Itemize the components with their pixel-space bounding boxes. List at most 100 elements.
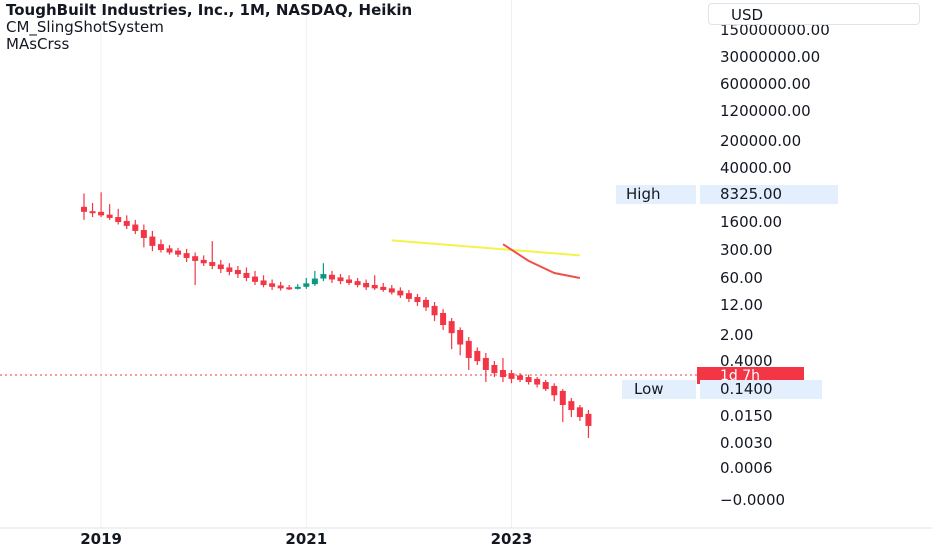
candle [499,357,506,383]
candle-body [140,229,147,238]
candle [132,219,139,235]
candle-body [482,357,489,370]
candle [89,202,96,218]
candle [81,193,87,220]
candle [234,265,241,278]
candle-body [551,385,558,396]
candle [542,379,549,391]
candle-body [423,299,429,308]
indicator-slingshot[interactable]: CM_SlingShotSystem [6,18,164,36]
candle [303,277,310,289]
candle [192,252,199,286]
price-tick-label: 6000000.00 [720,75,811,93]
high-value-bg [700,185,838,204]
candle [371,275,378,290]
candle [311,270,318,286]
low-label-bg [622,380,696,399]
candle [269,279,276,290]
candle-body [568,401,575,410]
candle-body [534,378,541,385]
price-tick-label: 60.00 [720,269,763,287]
candle-body [465,340,472,358]
candle-body [405,293,412,299]
price-tick-label: 200000.00 [720,132,801,150]
candle [294,284,301,290]
price-tick-label: 300.00 [720,241,773,259]
candle-body [474,350,481,362]
candle [175,247,182,258]
price-tick-label: 0.0030 [720,434,773,452]
candle [328,270,335,283]
candle-body [346,279,353,283]
price-tick-label: −0.0000 [720,491,785,509]
price-tick-label: 1600.00 [720,213,782,231]
candle [423,297,429,311]
candle-body [414,297,421,303]
candle [260,275,267,288]
candle [431,302,438,322]
candle-body [388,288,395,293]
candle [98,192,105,218]
candle-body [311,278,318,285]
candle [414,293,421,306]
candle [123,215,130,230]
candle-body [277,285,284,289]
candle-body [499,370,506,378]
candle-body [397,290,404,296]
high-value: 8325.00 [720,185,782,203]
candle [226,263,233,276]
candle [363,279,370,290]
indicator-mascrss[interactable]: MAsCrss [6,35,70,53]
candle-body [337,277,344,282]
price-tick-label: 0.0150 [720,407,773,425]
candle [217,259,224,273]
candle [534,377,541,388]
candle-body [157,244,164,250]
candle [320,263,327,282]
candle-body [132,224,139,231]
candle [388,285,395,295]
candle-body [303,283,310,287]
candle-body [226,267,233,272]
candle-body [183,253,190,258]
candle [482,352,489,383]
currency-selector[interactable]: USD [708,3,920,25]
candle [448,317,455,350]
candle [525,374,532,385]
candle-body [542,382,549,390]
candle [166,245,173,255]
high-label: High [626,185,660,203]
candle-body [448,321,455,334]
candle-body [286,287,293,290]
candle [277,281,284,291]
symbol-title[interactable]: ToughBuilt Industries, Inc., 1M, NASDAQ,… [6,1,413,19]
price-tick-label: 1200000.00 [720,102,811,120]
candle-body [98,211,105,216]
candle [380,282,387,292]
candle [106,204,113,220]
moving-average-lines [391,239,581,279]
candle [183,248,190,263]
candle [576,405,583,421]
candle-body [491,365,498,374]
candle-body [371,285,378,289]
price-tick-label: 0.0006 [720,459,773,477]
series-line [502,243,581,279]
candle-body [81,206,87,212]
candle-body [363,282,370,288]
candle [252,270,258,286]
candle [286,285,293,290]
candle [457,327,464,356]
candle-body [525,377,532,383]
candle-body [175,250,182,255]
candle-body [508,373,515,379]
candle [474,347,481,366]
candle-body [457,330,464,345]
low-value: 0.1400 [720,380,773,398]
candle [140,224,147,248]
candle-body [517,375,524,380]
candle-body [115,217,122,223]
candle-body [149,236,156,246]
time-axis: 2019 2021 2023 [0,527,932,548]
